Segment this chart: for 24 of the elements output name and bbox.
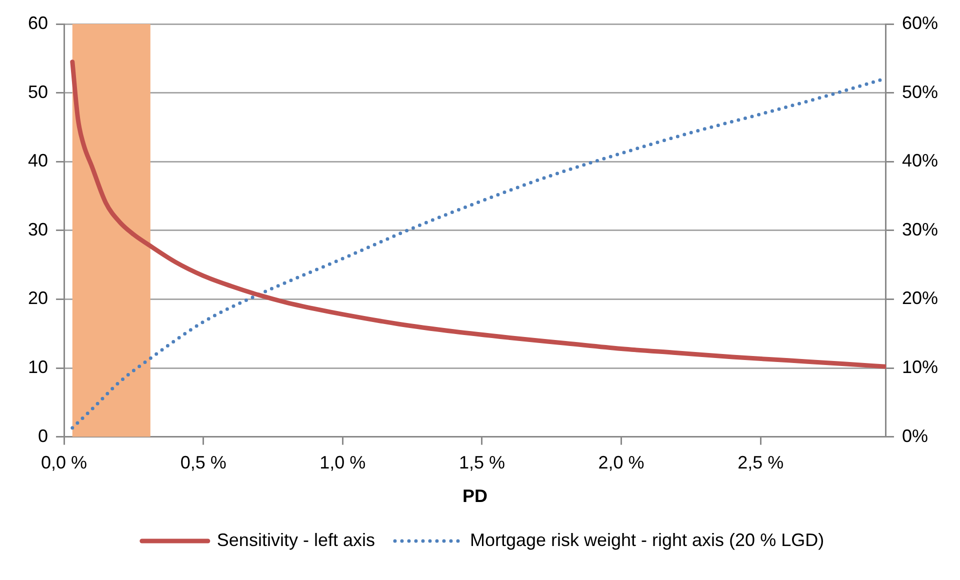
x-tick-label: 0,0 %: [41, 452, 88, 473]
y-tick-label: 0: [38, 426, 48, 446]
x-tick-label: 1,0 %: [320, 452, 366, 473]
y2-tick-label: 30%: [902, 219, 938, 240]
y2-tick-label: 40%: [902, 150, 938, 171]
y-tick-label: 30: [28, 219, 48, 240]
legend-label: Sensitivity - left axis: [216, 530, 375, 550]
x-tick-label: 2,5 %: [738, 452, 784, 473]
y-tick-label: 10: [28, 356, 48, 377]
x-tick-label: 1,5 %: [458, 452, 505, 473]
y2-tick-label: 0%: [902, 426, 928, 446]
y-tick-label: 50: [28, 82, 48, 102]
y-tick-label: 40: [28, 150, 48, 171]
y2-tick-label: 60%: [902, 12, 938, 33]
y2-tick-label: 50%: [902, 82, 938, 102]
x-tick-label: 2,0 %: [598, 452, 644, 473]
line-series: [70, 60, 886, 369]
y2-tick-label: 10%: [902, 356, 938, 377]
y-tick-label: 60: [28, 12, 48, 33]
x-tick-label: 0,5 %: [180, 452, 226, 473]
y-tick-label: 20: [28, 288, 48, 308]
y2-tick-label: 20%: [902, 288, 938, 308]
x-axis-title: PD: [462, 486, 488, 506]
legend-label: Mortgage risk weight - right axis (20 % LGD): [470, 530, 824, 550]
